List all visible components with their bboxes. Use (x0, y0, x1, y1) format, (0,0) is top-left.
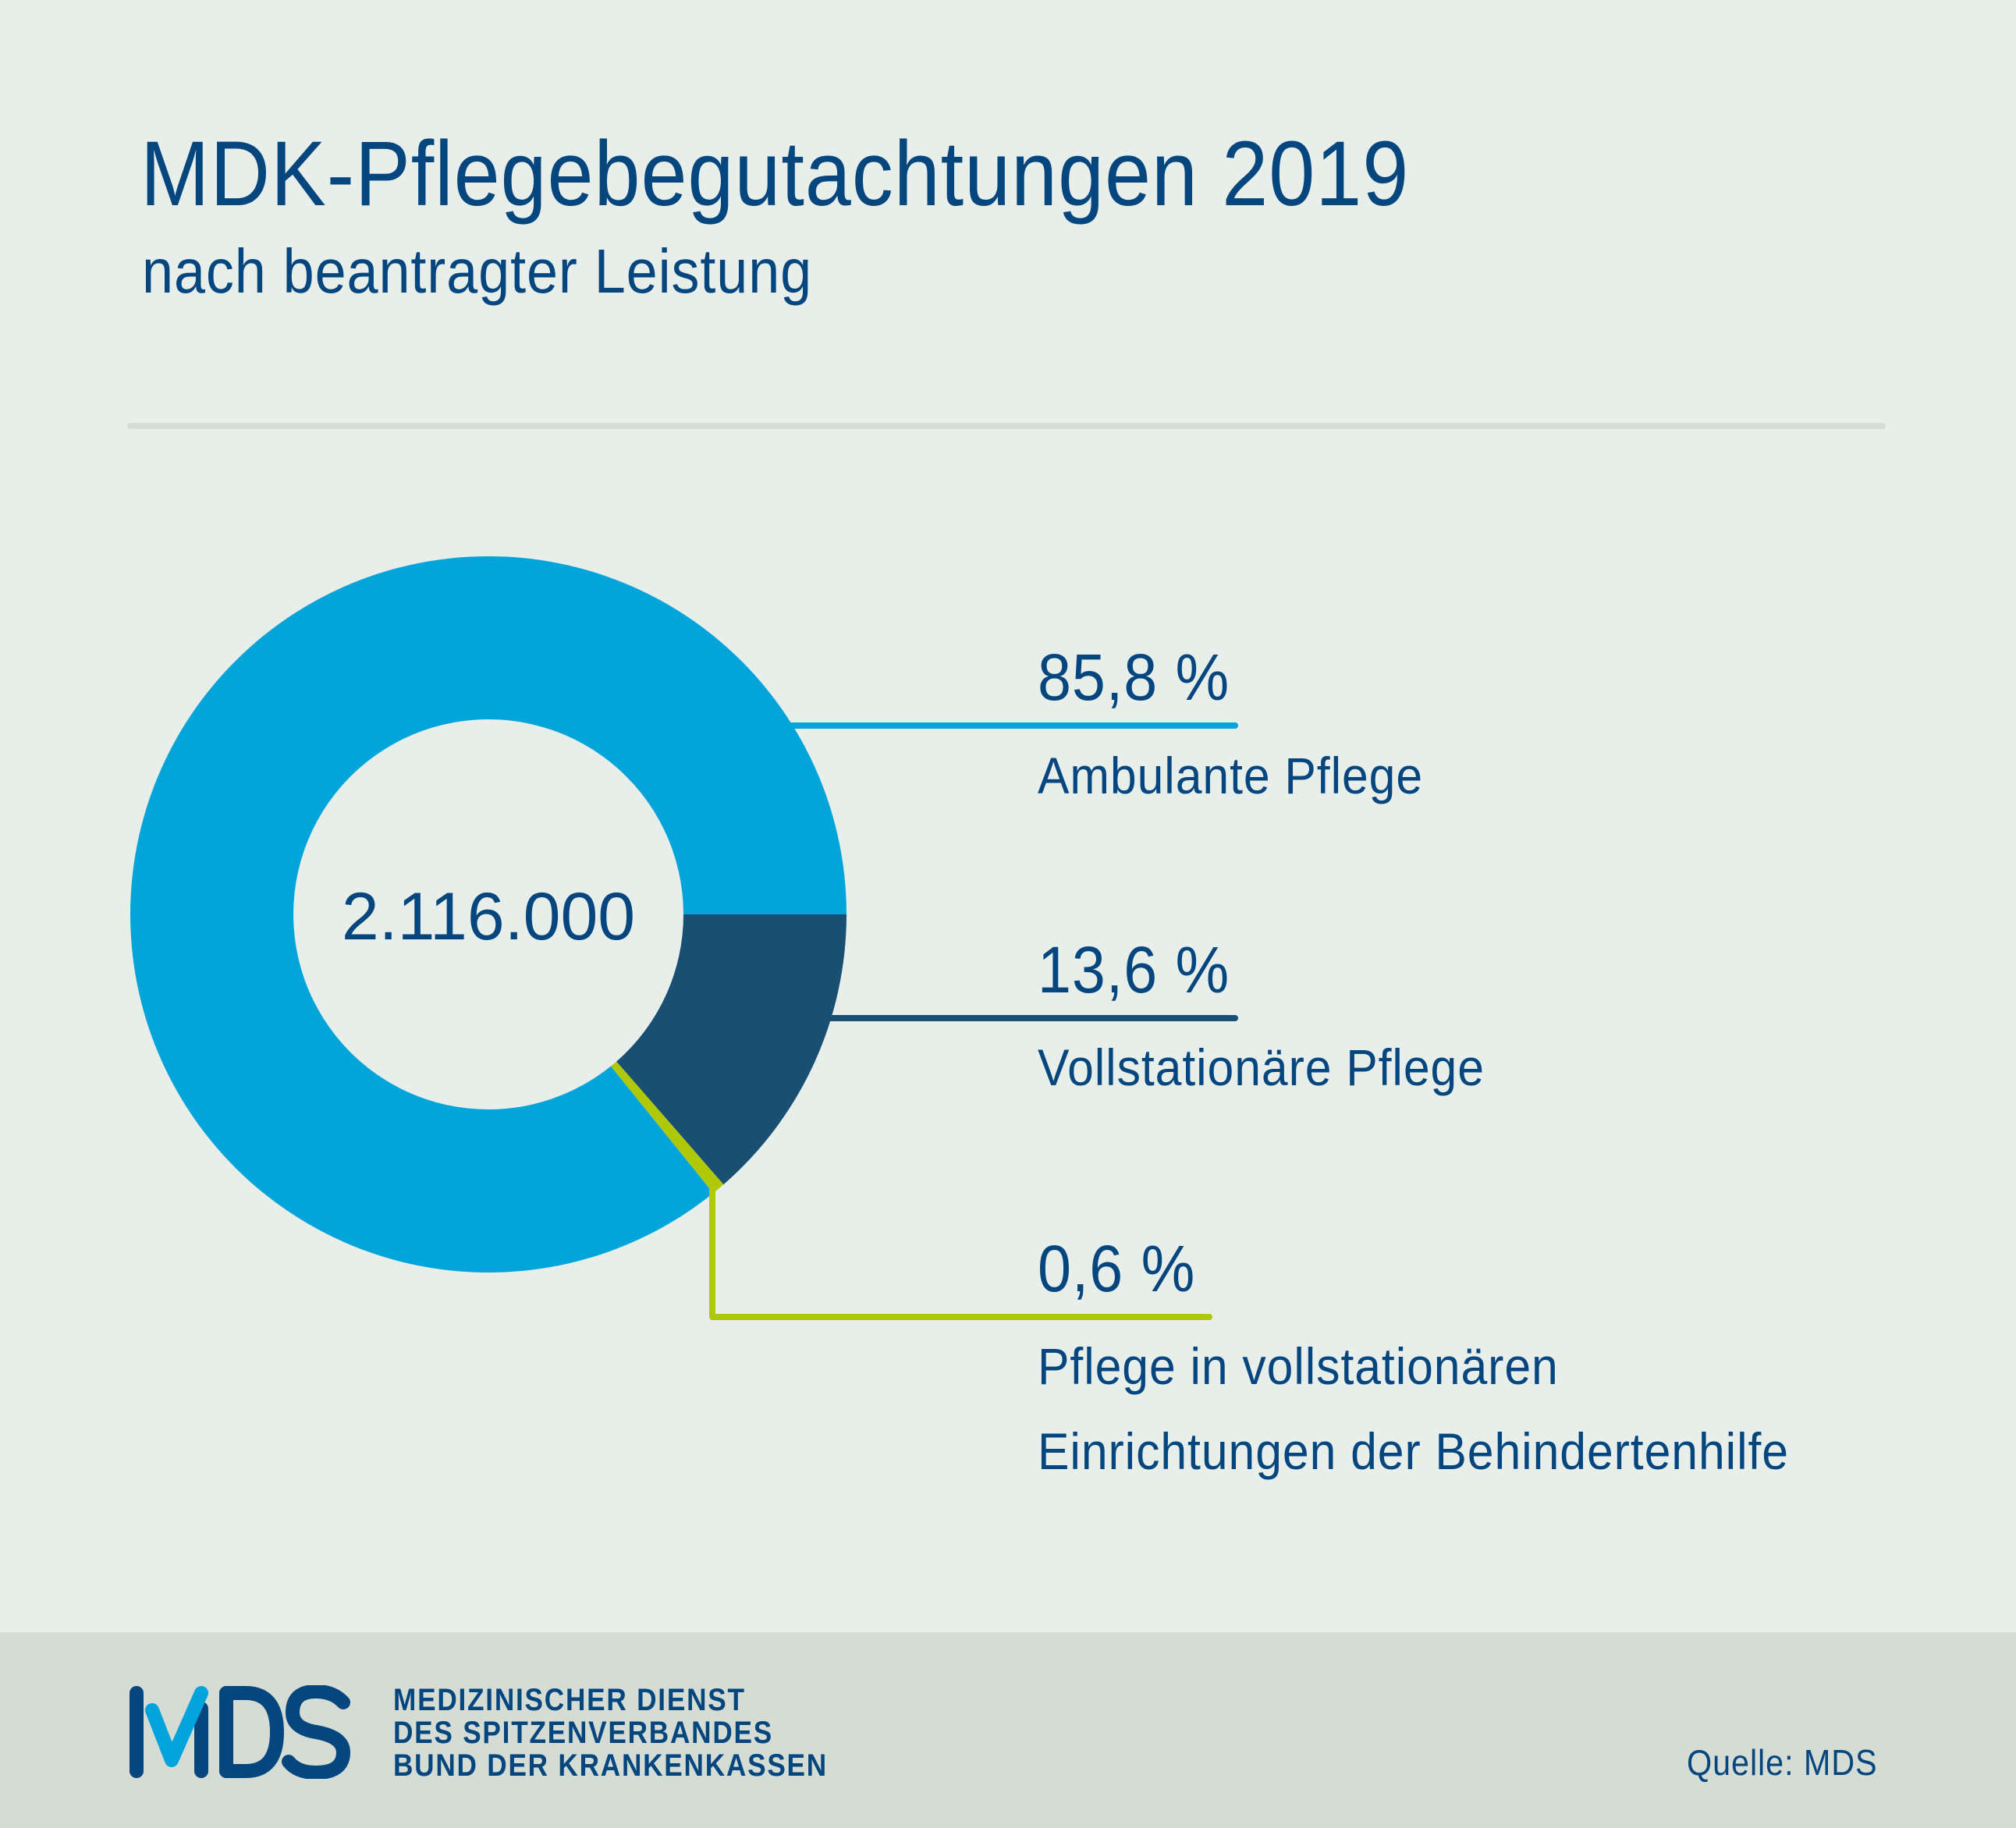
legend-label-vollstationaer: Vollstationäre Pflege (1038, 1038, 1485, 1096)
leader-line-behindertenhilfe (709, 1183, 1212, 1320)
legend-label-ambulante: Ambulante Pflege (1038, 747, 1424, 804)
legend-pct-behindertenhilfe: 0,6 % (1038, 1232, 1196, 1305)
legend-pct-vollstationaer: 13,6 % (1038, 933, 1230, 1006)
legend-label-behindertenhilfe-line1: Pflege in vollstationären (1038, 1337, 1559, 1395)
org-line-2: DES SPITZENVERBANDES (393, 1716, 774, 1750)
organization-name: MEDIZINISCHER DIENST DES SPITZENVERBANDE… (393, 1684, 828, 1782)
org-line-1: MEDIZINISCHER DIENST (393, 1683, 746, 1717)
donut-slice-2 (130, 555, 847, 1273)
donut-slices (130, 555, 847, 1273)
chart-title: MDK-Pflegebegutachtungen 2019 (140, 122, 1410, 225)
mds-logo (130, 1685, 350, 1779)
mds-logo-icon (130, 1685, 350, 1779)
org-line-3: BUND DER KRANKENKASSEN (393, 1748, 828, 1783)
donut-chart: 2.116.000 (130, 555, 1238, 1320)
source-label: Quelle: MDS (1687, 1742, 1878, 1783)
donut-slice-1 (610, 1061, 724, 1194)
legend-pct-ambulante: 85,8 % (1038, 641, 1230, 714)
footer-band (0, 1632, 2016, 1828)
separator (127, 423, 1886, 429)
donut-slice-0 (616, 914, 847, 1185)
leader-lines (709, 722, 1238, 1320)
chart-subtitle: nach beantragter Leistung (142, 236, 813, 306)
legend-label-behindertenhilfe-line2: Einrichtungen der Behindertenhilfe (1038, 1422, 1789, 1480)
center-total-label: 2.116.000 (342, 879, 635, 954)
